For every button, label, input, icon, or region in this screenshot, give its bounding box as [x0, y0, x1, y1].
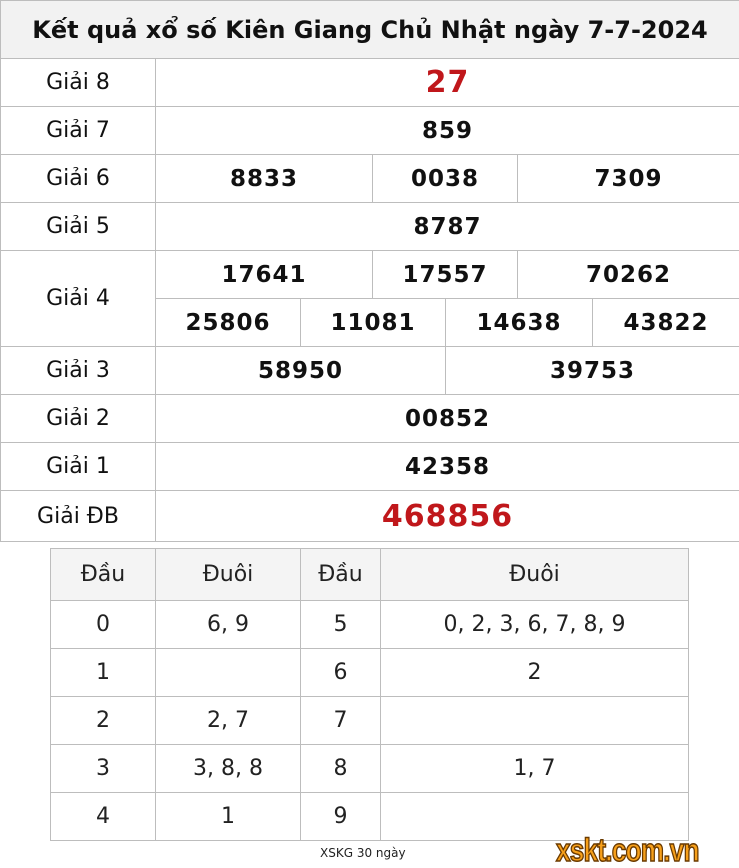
prize-label-g6: Giải 6 [0, 154, 156, 203]
prize-value-g4: 17557 [372, 250, 518, 299]
loto-head: 4 [50, 792, 156, 841]
loto-tail: 3, 8, 8 [155, 744, 301, 793]
loto-head: 1 [50, 648, 156, 697]
prize-label-g5: Giải 5 [0, 202, 156, 251]
prize-label-g8: Giải 8 [0, 58, 156, 107]
prize-value-g2: 00852 [155, 394, 739, 443]
loto-header: Đuôi [380, 548, 689, 601]
loto-head: 9 [300, 792, 381, 841]
loto-head: 6 [300, 648, 381, 697]
loto-header: Đầu [300, 548, 381, 601]
loto-tail [380, 792, 689, 841]
prize-value-g6: 0038 [372, 154, 518, 203]
loto-tail: 1, 7 [380, 744, 689, 793]
prize-label-g2: Giải 2 [0, 394, 156, 443]
prize-value-db: 468856 [155, 490, 739, 542]
prize-value-g3: 39753 [445, 346, 739, 395]
loto-head: 8 [300, 744, 381, 793]
loto-tail [155, 648, 301, 697]
loto-head: 0 [50, 600, 156, 649]
prize-label-g1: Giải 1 [0, 442, 156, 491]
loto-tail: 0, 2, 3, 6, 7, 8, 9 [380, 600, 689, 649]
prize-value-g5: 8787 [155, 202, 739, 251]
loto-tail: 6, 9 [155, 600, 301, 649]
prize-value-g6: 7309 [517, 154, 739, 203]
site-logo: xskt.com.vn [555, 832, 700, 868]
prize-value-g1: 42358 [155, 442, 739, 491]
prize-value-g7: 859 [155, 106, 739, 155]
prize-value-g4: 25806 [155, 298, 301, 347]
loto-head: 5 [300, 600, 381, 649]
prize-label-db: Giải ĐB [0, 490, 156, 542]
prize-value-g4: 70262 [517, 250, 739, 299]
prize-value-g4: 43822 [592, 298, 739, 347]
prize-value-g4: 11081 [300, 298, 446, 347]
loto-head: 3 [50, 744, 156, 793]
prize-value-g8: 27 [155, 58, 739, 107]
loto-head: 2 [50, 696, 156, 745]
loto-tail: 2, 7 [155, 696, 301, 745]
loto-head: 7 [300, 696, 381, 745]
loto-header: Đuôi [155, 548, 301, 601]
loto-tail: 2 [380, 648, 689, 697]
prize-label-g3: Giải 3 [0, 346, 156, 395]
xskg-30-days-link[interactable]: XSKG 30 ngày [320, 846, 406, 860]
prize-label-g4: Giải 4 [0, 250, 156, 347]
page-title: Kết quả xổ số Kiên Giang Chủ Nhật ngày 7… [0, 0, 739, 59]
prize-label-g7: Giải 7 [0, 106, 156, 155]
prize-value-g6: 8833 [155, 154, 373, 203]
prize-value-g3: 58950 [155, 346, 446, 395]
loto-tail: 1 [155, 792, 301, 841]
prize-value-g4: 14638 [445, 298, 593, 347]
loto-header: Đầu [50, 548, 156, 601]
loto-tail [380, 696, 689, 745]
prize-value-g4: 17641 [155, 250, 373, 299]
